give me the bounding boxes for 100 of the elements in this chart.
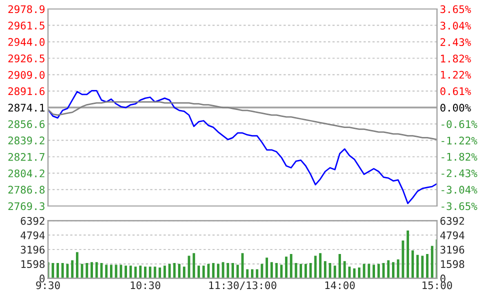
y-tick-label: 2769.3 — [8, 202, 44, 210]
bar — [256, 269, 258, 278]
bar — [358, 267, 360, 278]
y-tick-label: 4794 — [20, 231, 45, 240]
bar — [338, 254, 341, 278]
bar — [392, 262, 394, 278]
x-tick-label: 10:30 — [130, 281, 160, 290]
bar — [236, 264, 239, 278]
bar — [61, 262, 64, 278]
bar — [212, 262, 215, 278]
y-tick-label: 6392 — [20, 216, 44, 225]
y2-tick-label: -2.43% — [442, 169, 478, 178]
y-tick-label: 2961.5 — [8, 22, 44, 30]
y2-tick-label: 3.04% — [440, 22, 471, 30]
y2-tick-label: -1.82% — [442, 152, 478, 161]
y-tick-label: 2804.2 — [8, 169, 44, 178]
bar — [275, 262, 278, 278]
line-series — [48, 101, 437, 140]
bar — [222, 262, 224, 278]
bar — [270, 262, 273, 278]
bar — [372, 264, 376, 278]
y-tick-label: 2978.9 — [8, 5, 45, 14]
bar — [368, 264, 370, 278]
y2-tick-label: 6392 — [440, 216, 464, 225]
bar — [343, 261, 346, 278]
y-tick-label: 2821.7 — [8, 153, 44, 161]
bar — [260, 264, 264, 278]
y2-tick-label: -0.61% — [442, 120, 478, 128]
bar — [198, 266, 200, 278]
bar — [334, 266, 336, 278]
bar — [377, 264, 380, 278]
y2-tick-label: -3.04% — [442, 186, 478, 194]
x-tick-label: 14:00 — [325, 281, 355, 290]
line-series — [48, 90, 437, 204]
bar — [173, 262, 176, 278]
bar — [76, 252, 78, 278]
bar — [421, 256, 424, 278]
bar — [324, 261, 326, 278]
bar — [66, 264, 69, 278]
bar — [216, 264, 220, 278]
bar — [124, 266, 128, 278]
bar — [168, 264, 171, 278]
bar — [207, 264, 210, 278]
bar — [71, 260, 74, 278]
bar — [251, 269, 254, 278]
x-tick-label: 11:30/13:00 — [209, 281, 276, 290]
x-tick-label: 9:30 — [36, 281, 60, 290]
x-tick-label: 15:00 — [422, 281, 452, 290]
y2-tick-label: 1.82% — [441, 54, 471, 63]
bar — [396, 259, 400, 278]
bar — [285, 256, 288, 278]
bar — [163, 266, 166, 278]
bar — [232, 262, 234, 278]
bar — [80, 264, 84, 278]
bar — [280, 264, 283, 278]
bar — [290, 254, 292, 278]
bar — [110, 264, 112, 278]
bar — [300, 264, 302, 278]
bar — [430, 246, 434, 278]
bar — [309, 262, 312, 278]
bar — [266, 258, 268, 278]
y2-tick-label: 2.43% — [440, 38, 471, 46]
bar — [139, 266, 142, 278]
bar — [416, 254, 419, 278]
bar — [148, 266, 152, 278]
bar — [362, 264, 366, 278]
y2-tick-label: 1598 — [441, 260, 464, 268]
bar — [411, 250, 414, 278]
bar — [192, 253, 196, 278]
y-tick-label: 3196 — [20, 246, 45, 254]
bar — [95, 262, 98, 278]
bar — [120, 264, 122, 278]
y-tick-label: 2909.0 — [8, 70, 45, 79]
y2-tick-label: 0.00% — [440, 104, 471, 112]
y2-tick-label: 3.65% — [440, 5, 471, 14]
bar — [105, 264, 108, 278]
y-tick-label: 1598 — [21, 260, 45, 268]
y2-tick-label: 1.22% — [441, 70, 471, 79]
bar — [226, 262, 230, 278]
bar — [52, 262, 54, 278]
bar — [86, 262, 88, 278]
bar — [202, 266, 205, 278]
y2-tick-label: 4794 — [440, 231, 464, 240]
bar — [304, 264, 307, 278]
bar — [319, 253, 322, 278]
y2-tick-label: -1.22% — [442, 136, 478, 144]
bar — [353, 268, 356, 278]
y-tick-label: 2926.5 — [8, 54, 44, 62]
y-tick-label: 2891.6 — [8, 87, 45, 96]
y2-tick-label: 0.61% — [440, 87, 471, 96]
bar — [178, 264, 181, 278]
bar — [90, 262, 93, 278]
y-tick-label: 2839.2 — [8, 136, 44, 144]
bar — [406, 230, 410, 278]
y-tick-label: 2786.8 — [8, 186, 45, 194]
y-tick-label: 0 — [40, 274, 45, 282]
bar — [158, 267, 162, 278]
bar — [129, 266, 132, 278]
bar — [387, 260, 390, 278]
bar — [402, 240, 404, 278]
